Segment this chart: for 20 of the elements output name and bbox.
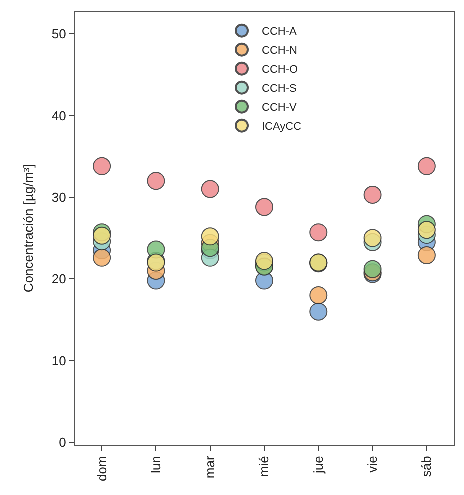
legend-label: CCH-S	[262, 83, 297, 96]
y-tick-label: 40	[52, 108, 66, 124]
x-tick-label: mar	[202, 456, 218, 479]
y-tick-label: 20	[52, 272, 66, 287]
legend-label: CCH-O	[262, 64, 298, 76]
y-tick-label: 10	[52, 353, 66, 368]
x-tick-label: sáb	[419, 456, 434, 478]
y-tick-label: 30	[52, 190, 66, 205]
y-tick-label: 0	[59, 435, 66, 450]
legend-label: ICAyCC	[262, 121, 302, 134]
x-tick-label: vie	[365, 456, 380, 473]
x-tick-label: jue	[310, 456, 326, 475]
legend-label: CCH-V	[262, 102, 298, 114]
legend-label: CCH-A	[262, 26, 298, 38]
legend-label: CCH-N	[262, 45, 298, 58]
y-tick-label: 50	[52, 26, 66, 42]
y-axis-title: Concentración [µg/m³]	[20, 164, 36, 293]
x-tick-label: lun	[148, 456, 164, 474]
x-tick-label: dom	[94, 456, 110, 482]
x-tick-label: mié	[256, 456, 272, 478]
